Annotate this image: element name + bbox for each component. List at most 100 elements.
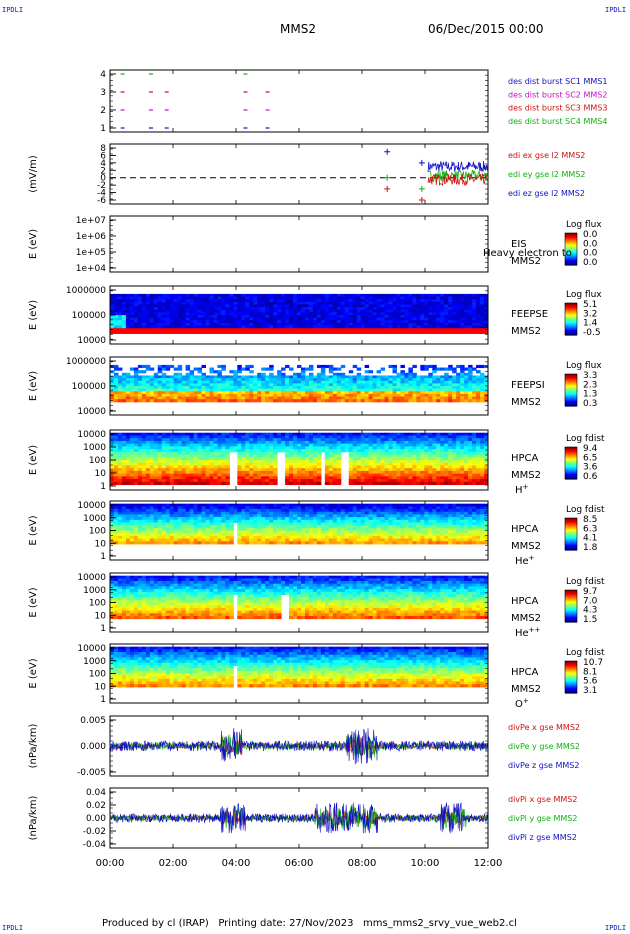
colorbar-cell (565, 256, 577, 258)
spacecraft-label: MMS2 (511, 541, 541, 552)
y-tick-label: 10 (95, 611, 107, 621)
colorbar-cell (565, 619, 577, 621)
colorbar-cell (565, 308, 577, 310)
colorbar-cell (565, 321, 577, 323)
colorbar-cell (565, 259, 577, 261)
colorbar-cell (565, 476, 577, 478)
colorbar-cell (565, 473, 577, 475)
colorbar-cell (565, 380, 577, 382)
y-tick-label: -0.005 (77, 768, 106, 778)
divergence-trace (109, 727, 488, 765)
colorbar-cell (565, 467, 577, 469)
spectrogram-p7 (110, 503, 489, 545)
colorbar (565, 374, 577, 407)
edi-point (384, 148, 391, 155)
colorbar-cell (565, 474, 577, 476)
y-axis-label: (mV/m) (28, 155, 39, 193)
colorbar-cell (565, 396, 577, 398)
colorbar-cell (565, 598, 577, 600)
legend-entry: divPi x gse MMS2 (508, 795, 577, 804)
y-tick-label: 2 (100, 166, 106, 176)
spacecraft-label: MMS2 (511, 326, 541, 337)
colorbar-cell (565, 461, 577, 463)
y-tick-label: 10000 (77, 501, 106, 511)
colorbar-cell (565, 315, 577, 317)
colorbar-cell (565, 455, 577, 457)
colorbar-cell (565, 303, 577, 305)
y-tick-label: 10 (95, 469, 107, 479)
colorbar-cell (565, 245, 577, 247)
colorbar-cell (565, 683, 577, 685)
colorbar-cell (565, 400, 577, 402)
y-tick-label: 8 (100, 144, 106, 154)
legend-entry: des dist burst SC4 MMS4 (508, 117, 607, 126)
colorbar-cell (565, 376, 577, 378)
corner-label-top-right: IPDLI (605, 6, 627, 14)
colorbar-cell (565, 456, 577, 458)
y-tick-label: 1 (100, 552, 106, 562)
colorbar-cell (565, 235, 577, 237)
colorbar-cell (565, 234, 577, 236)
colorbar-tick-label: 4.1 (583, 534, 597, 544)
colorbar-cell (565, 457, 577, 459)
species-label: H+ (515, 483, 529, 496)
colorbar-cell (565, 379, 577, 381)
colorbar-tick-label: 9.7 (583, 587, 597, 597)
colorbar-cell (565, 472, 577, 474)
colorbar-cell (565, 591, 577, 593)
colorbar-tick-label: 0.6 (583, 472, 598, 482)
colorbar-cell (565, 613, 577, 615)
spacecraft-title: MMS2 (280, 22, 316, 36)
spectrogram-p8 (110, 575, 489, 620)
colorbar-cell (565, 312, 577, 314)
colorbar-cell (565, 684, 577, 686)
colorbar-cell (565, 452, 577, 454)
legend-entry: divPe z gse MMS2 (508, 761, 579, 770)
colorbar-cell (565, 449, 577, 451)
y-tick-label: 100 (89, 670, 106, 680)
y-tick-label: 1e+06 (76, 232, 107, 242)
colorbar-cell (565, 668, 577, 670)
colorbar-cell (565, 616, 577, 618)
colorbar-cell (565, 536, 577, 538)
colorbar-cell (565, 248, 577, 250)
colorbar-cell (565, 597, 577, 599)
colorbar-cell (565, 402, 577, 404)
y-tick-label: 1000 (83, 443, 106, 453)
colorbar-cell (565, 679, 577, 681)
colorbar-cell (565, 310, 577, 312)
colorbar-cell (565, 540, 577, 542)
y-tick-label: 3 (100, 88, 106, 98)
colorbar-cell (565, 682, 577, 684)
colorbar-cell (565, 686, 577, 688)
colorbar-tick-label: 0.0 (583, 258, 598, 268)
colorbar-cell (565, 374, 577, 376)
colorbar-tick-label: 0.0 (583, 249, 598, 259)
time-tick-label: 04:00 (222, 858, 251, 869)
colorbar-cell (565, 689, 577, 691)
colorbar-cell (565, 530, 577, 532)
species-label: He++ (515, 626, 541, 639)
colorbar-cell (565, 601, 577, 603)
colorbar-cell (565, 599, 577, 601)
colorbar-cell (565, 237, 577, 239)
y-tick-label: 1 (100, 482, 106, 492)
colorbar-cell (565, 395, 577, 397)
colorbar-cell (565, 520, 577, 522)
colorbar-cell (565, 521, 577, 523)
colorbar-cell (565, 241, 577, 243)
colorbar-cell (565, 611, 577, 613)
y-axis-label: E (eV) (28, 300, 39, 330)
colorbar-cell (565, 307, 577, 309)
time-tick-label: 06:00 (285, 858, 314, 869)
spacecraft-label: MMS2 (511, 613, 541, 624)
y-tick-label: 0.005 (80, 716, 106, 726)
legend-entry: divPi y gse MMS2 (508, 814, 577, 823)
colorbar-cell (565, 328, 577, 330)
y-axis-label: E (eV) (28, 229, 39, 259)
time-tick-label: 00:00 (96, 858, 125, 869)
colorbar-tick-label: 1.5 (583, 615, 597, 625)
plot-stack: 4 3 2 1 des dist burst SC1 MMS1 des dist burs… (28, 69, 607, 869)
colorbar-tick-label: 5.6 (583, 677, 598, 687)
colorbar-cell (565, 594, 577, 596)
